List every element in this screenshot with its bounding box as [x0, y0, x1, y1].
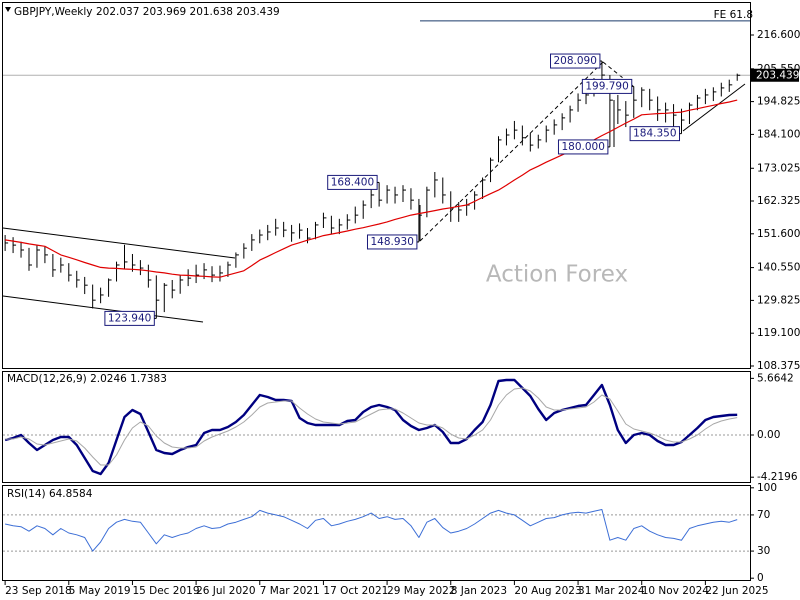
rsi-panel	[2, 485, 751, 581]
y-tick-label: 194.825	[757, 96, 800, 108]
fe-label: FE 61.8	[714, 9, 753, 21]
x-tick-label: 17 Oct 2021	[323, 585, 388, 597]
menu-arrow	[5, 7, 11, 12]
x-tick-label: 8 Jan 2023	[451, 585, 507, 597]
x-tick-label: 20 Aug 2023	[514, 585, 581, 597]
price-annotation: 168.400	[331, 176, 374, 188]
y-tick-label: 184.100	[757, 128, 800, 140]
y-tick-label: 5.6642	[757, 372, 794, 384]
y-tick-label: 151.600	[757, 228, 800, 240]
channel-lower	[2, 295, 204, 323]
macd-panel	[2, 371, 751, 483]
x-tick-label: 23 Sep 2018	[5, 585, 72, 597]
last-price-box	[751, 68, 799, 82]
price-annotation: 208.090	[554, 55, 597, 67]
y-tick-label: 129.825	[757, 294, 800, 306]
moving-average	[5, 99, 738, 278]
channel-upper	[2, 227, 236, 259]
price-annotation: 199.790	[585, 80, 628, 92]
y-tick-label: 108.375	[757, 360, 800, 372]
quote: 202.037 203.969 201.638 203.439	[96, 6, 280, 18]
y-tick-label: 119.100	[757, 327, 800, 339]
price-panel	[2, 2, 751, 369]
y-tick-label: -4.2196	[757, 471, 798, 483]
y-tick-label: 173.025	[757, 162, 800, 174]
y-tick-label: 100	[757, 482, 777, 494]
y-tick-label: 0	[757, 572, 764, 584]
y-tick-label: 30	[757, 545, 770, 557]
symbol-title: GBPJPY,Weekly	[14, 6, 93, 18]
x-tick-label: 22 Jun 2025	[705, 585, 768, 597]
indicator-line	[4, 378, 738, 476]
x-tick-label: 10 Nov 2024	[642, 585, 710, 597]
x-tick-label: 26 Jul 2020	[196, 585, 255, 597]
x-tick-label: 15 Dec 2019	[132, 585, 199, 597]
rsi-title: RSI(14) 64.8584	[7, 488, 93, 500]
y-tick-label: 140.550	[757, 262, 800, 274]
x-tick-label: 31 Mar 2024	[578, 585, 645, 597]
indicator-line	[4, 509, 738, 552]
price-annotation: 184.350	[633, 128, 676, 140]
price-annotation: 123.940	[108, 312, 151, 324]
indicator-line	[5, 387, 738, 466]
price-annotation: 180.000	[561, 141, 604, 153]
x-tick-label: 5 May 2019	[69, 585, 131, 597]
y-tick-label: 216.600	[757, 29, 800, 41]
x-tick-label: 29 May 2022	[387, 585, 455, 597]
macd-title: MACD(12,26,9) 2.0246 1.7383	[7, 373, 167, 385]
last-price-label: 203.439	[756, 69, 799, 81]
y-tick-label: 0.00	[757, 429, 780, 441]
y-tick-label: 70	[757, 509, 770, 521]
x-tick-label: 7 Mar 2021	[260, 585, 320, 597]
y-tick-label: 162.325	[757, 195, 800, 207]
price-annotation: 148.930	[370, 236, 413, 248]
wedge-line	[682, 83, 746, 132]
watermark: Action Forex	[486, 262, 628, 288]
